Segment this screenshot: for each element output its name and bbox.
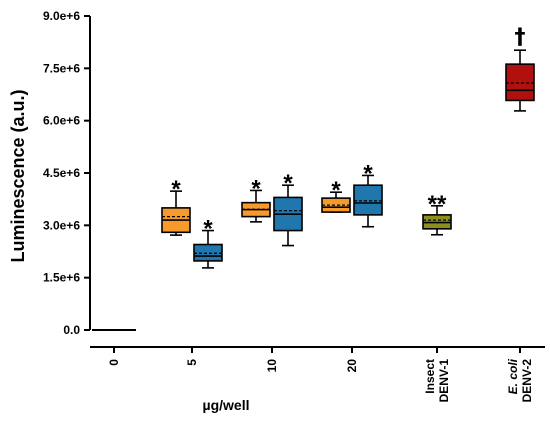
box-5-orange: * <box>161 176 191 236</box>
iqr-box <box>353 184 383 216</box>
significance-marker: * <box>331 177 341 204</box>
y-axis-ticks: 0.0 1.5e+6 3.0e+6 4.5e+6 6.0e+6 7.5e+6 9.0e+6 <box>43 9 90 337</box>
significance-marker: * <box>203 216 213 243</box>
y-tick-label: 3.0e+6 <box>43 218 80 232</box>
iqr-box <box>193 243 223 262</box>
box-20-orange: * <box>321 177 351 213</box>
box-20-blue: * <box>353 160 383 228</box>
y-tick-label: 6.0e+6 <box>43 114 80 128</box>
significance-marker: * <box>283 170 293 197</box>
x-tick-label: 0 <box>107 359 121 366</box>
x-tick-label: 20 <box>345 359 359 373</box>
x-tick-label-line: 20 <box>345 359 359 373</box>
x-axis-title: µg/well <box>203 397 250 413</box>
x-tick-label: 10 <box>265 359 279 373</box>
axes <box>89 16 545 353</box>
y-tick-label: 1.5e+6 <box>43 271 80 285</box>
box-10-orange: * <box>241 175 271 223</box>
boxes: *** * ****† <box>92 25 535 331</box>
y-tick-label: 4.5e+6 <box>43 166 80 180</box>
x-tick-label-line: 5 <box>185 359 199 366</box>
x-tick-label-line: DENV-2 <box>520 359 534 403</box>
y-tick-label: 7.5e+6 <box>43 61 80 75</box>
x-tick-label-line: 10 <box>265 359 279 373</box>
significance-marker: * <box>363 160 373 187</box>
significance-marker: † <box>515 25 526 50</box>
x-tick-label-line: E. coli <box>506 358 520 394</box>
significance-marker: * <box>171 176 181 203</box>
italic-part: E. coli <box>506 358 520 394</box>
significance-marker: ** <box>428 191 447 218</box>
iqr-box <box>505 63 535 102</box>
x-tick-labels: 0 5 10 20 InsectDENV-1 E. coliDENV-2 <box>107 358 534 402</box>
y-tick-label: 0.0 <box>63 323 80 337</box>
x-tick-label: 5 <box>185 359 199 366</box>
x-tick-label-line: DENV-1 <box>437 359 451 403</box>
box-insect-olive: ** <box>422 191 452 236</box>
significance-marker: * <box>251 175 261 202</box>
y-axis-title: Luminescence (a.u.) <box>8 89 28 262</box>
x-tick-label-line: 0 <box>107 359 121 366</box>
box-ecoli-red: † <box>505 25 535 112</box>
box-5-blue: * <box>193 216 223 269</box>
x-tick-label: E. coliDENV-2 <box>506 358 534 402</box>
box-10-blue: * <box>273 170 303 247</box>
x-tick-label: InsectDENV-1 <box>423 359 451 403</box>
x-tick-label-line: Insect <box>423 359 437 394</box>
y-tick-label: 9.0e+6 <box>43 9 80 23</box>
